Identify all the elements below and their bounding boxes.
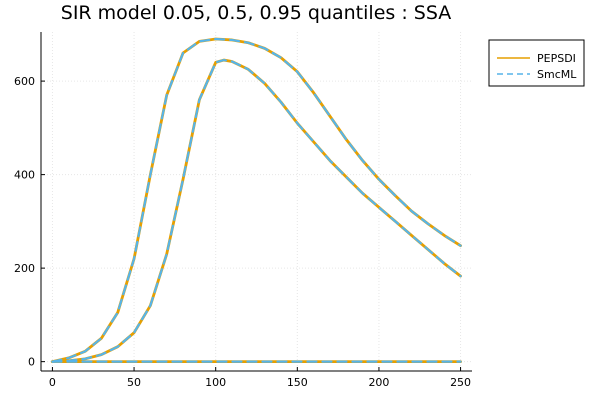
y-tick-label: 0 xyxy=(28,356,35,369)
grid xyxy=(41,32,472,371)
x-tick-label: 200 xyxy=(368,376,389,389)
x-tick-label: 250 xyxy=(450,376,471,389)
chart-title: SIR model 0.05, 0.5, 0.95 quantiles : SS… xyxy=(61,2,451,24)
legend: PEPSDI SmcML xyxy=(488,39,585,87)
x-tick-label: 50 xyxy=(127,376,141,389)
x-axis-ticks: 0 50 100 150 200 250 xyxy=(49,367,471,389)
y-tick-label: 400 xyxy=(14,169,35,182)
legend-label-pepsdi: PEPSDI xyxy=(537,52,576,65)
x-tick-label: 0 xyxy=(49,376,56,389)
series-smcml xyxy=(51,37,462,363)
series-line-smcml-q0.95 xyxy=(51,37,462,363)
series-layer xyxy=(51,37,462,364)
x-tick-label: 150 xyxy=(287,376,308,389)
legend-label-smcml: SmcML xyxy=(537,68,577,81)
y-tick-label: 200 xyxy=(14,262,35,275)
y-tick-label: 600 xyxy=(14,75,35,88)
legend-box xyxy=(488,39,585,87)
axes xyxy=(40,32,472,372)
series-line-smcml-q0.5 xyxy=(51,58,462,363)
x-tick-label: 100 xyxy=(205,376,226,389)
y-axis-ticks: 0 200 400 600 xyxy=(14,75,45,369)
